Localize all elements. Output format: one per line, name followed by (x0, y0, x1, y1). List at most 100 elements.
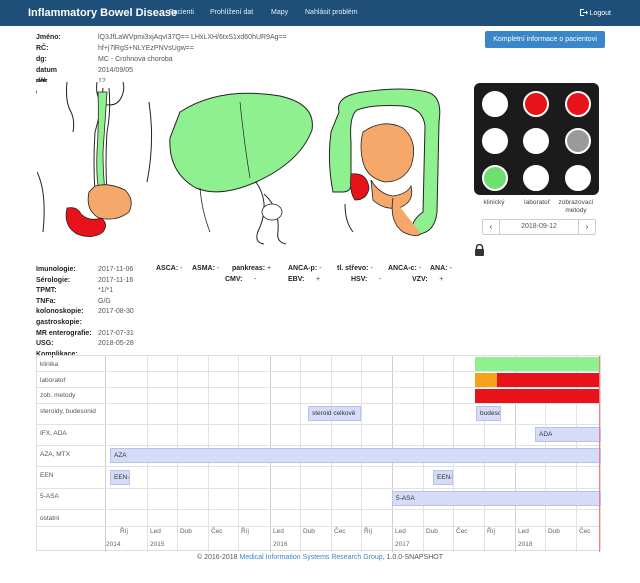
timeline-row: ostatní (37, 510, 602, 527)
status-dot (482, 165, 508, 191)
tick-month: Říj (487, 528, 495, 535)
logout-link[interactable]: Logout (579, 9, 611, 17)
dg-date-value: 2014/09/05 (98, 67, 134, 74)
rc-value: hf+j7lRgS+NLYEzPNVsUgw== (98, 45, 194, 52)
ab-ana: ANA: - (430, 265, 452, 272)
date-navigator: ‹ 2018-09-12 › (482, 219, 596, 235)
full-info-button[interactable]: Kompletní informace o pacientovi (485, 31, 605, 48)
status-dot (565, 91, 591, 117)
nav-pacienti[interactable]: Pacienti (169, 9, 194, 16)
dg-label: dg: (36, 56, 47, 63)
bar-een-sipping[interactable]: EEN-sipping (433, 470, 453, 485)
tick-month: Čec (456, 528, 468, 535)
timeline-row-label: ostatní (40, 515, 60, 522)
footer-link[interactable]: Medical Information Systems Research Gro… (239, 554, 383, 561)
lab-label: Komplikace: (36, 350, 78, 358)
lab-label: gastroskopie: (36, 318, 82, 326)
ab-asma: ASMA: - (192, 265, 220, 272)
prev-date-button[interactable]: ‹ (483, 220, 500, 234)
timeline-row: laboratoř (37, 372, 602, 388)
bar-5-asa[interactable]: 5-ASA (392, 491, 601, 506)
liver-image (160, 82, 320, 245)
status-dot (523, 165, 549, 191)
colon-image (323, 82, 458, 245)
lab-label: TPMT: (36, 287, 57, 295)
footer: © 2016-2018 Medical Information Systems … (0, 554, 640, 561)
ab-vzv: VZV: + (412, 276, 444, 283)
timeline-row-label: 5-ASA (40, 493, 59, 500)
lab-value: *1/*1 (98, 287, 114, 295)
logout-label: Logout (589, 10, 611, 17)
status-dot (565, 128, 591, 154)
tick-month: Říj (364, 528, 372, 535)
timeline-row-label: IFX, ADA (40, 430, 67, 437)
panel-label-zobrazovaci: zobrazovací metody (558, 199, 594, 214)
status-dot (565, 165, 591, 191)
today-marker (599, 356, 600, 552)
laborator-status-bar-red (497, 373, 599, 387)
tick-year: 2016 (273, 541, 288, 548)
tick-month: Dub (180, 528, 192, 535)
date-input[interactable]: 2018-09-12 (521, 223, 557, 230)
bar-budesonid[interactable]: budesonid (476, 406, 501, 421)
lab-label: MR enterografie: (36, 329, 92, 337)
next-date-button[interactable]: › (578, 220, 595, 234)
lab-value: 2017-07-31 (98, 329, 134, 337)
bar-ada[interactable]: ADA (535, 427, 601, 442)
ab-anca-p: ANCA-p: - (288, 265, 322, 272)
bar-aza[interactable]: AZA (110, 448, 601, 463)
tick-month: Čec (579, 528, 591, 535)
bar-steroid-celkove[interactable]: steroid celkově (308, 406, 361, 421)
nav-prohlizeni-dat[interactable]: Prohlížení dat (210, 9, 254, 16)
lab-value: G/G (98, 297, 111, 305)
name-label: Jméno: (36, 34, 61, 41)
name-value: lQ3JfLaWVpmi3xjAqvI37Q== LHxLXH/6txS1xd6… (98, 34, 287, 41)
timeline-row-label: laboratoř (40, 377, 66, 384)
app-brand[interactable]: Inflammatory Bowel Disease (28, 7, 178, 19)
timeline-row-label: klinika (40, 361, 59, 368)
timeline-row: IFX, ADA (37, 425, 602, 446)
navbar: Inflammatory Bowel Disease Pacienti Proh… (0, 0, 640, 26)
timeline-row: 5-ASA (37, 489, 602, 510)
bar-een-sipping[interactable]: EEN-sipping (110, 470, 130, 485)
tick-year: 2015 (150, 541, 165, 548)
ab-cmv: CMV: - (225, 276, 257, 283)
ab-pankreas: pankreas: + (232, 265, 272, 272)
rc-label: RČ: (36, 45, 49, 52)
nav-nahlasit-problem[interactable]: Nahlásit problém (305, 9, 358, 16)
ab-hsv: HSV: - (351, 276, 382, 283)
timeline-row: klinika (37, 356, 602, 372)
treatment-timeline: klinika laboratoř zob. metody steroidy, … (36, 355, 602, 552)
tick-month: Čec (211, 528, 223, 535)
tick-month: Led (395, 528, 406, 535)
dg-value: MC - Crohnova choroba (98, 56, 173, 63)
status-dot (482, 91, 508, 117)
timeline-row: EEN (37, 467, 602, 489)
timeline-row-label: steroidy, budesonid (40, 408, 96, 415)
panel-label-laborator: laboratoř (524, 199, 550, 206)
tick-month: Dub (303, 528, 315, 535)
timeline-row: AZA, MTX (37, 446, 602, 467)
ab-asca: ASCA: - (156, 265, 183, 272)
lab-label: Imunologie: (36, 266, 76, 273)
timeline-row-label: EEN (40, 472, 54, 479)
tick-month: Led (273, 528, 284, 535)
tick-month: Dub (548, 528, 560, 535)
tick-month: Říj (120, 528, 128, 535)
timeline-row: steroidy, budesonid (37, 404, 602, 425)
panel-label-klinicky: klinický (483, 199, 505, 206)
status-panel (474, 83, 599, 195)
footer-copyright: © 2016-2018 (197, 554, 238, 561)
footer-version: , 1.0.0-SNAPSHOT (382, 554, 443, 561)
tick-year: 2018 (518, 541, 533, 548)
nav-mapy[interactable]: Mapy (271, 9, 289, 16)
lab-label: Sérologie: (36, 276, 71, 284)
lock-icon[interactable] (474, 244, 485, 256)
tick-year: 2017 (395, 541, 410, 548)
timeline-row-label: AZA, MTX (40, 451, 70, 458)
tick-month: Říj (241, 528, 249, 535)
status-dot (523, 128, 549, 154)
ab-anca-c: ANCA-c: - (388, 265, 422, 272)
zob-metody-status-bar (475, 389, 599, 403)
status-dot (523, 91, 549, 117)
